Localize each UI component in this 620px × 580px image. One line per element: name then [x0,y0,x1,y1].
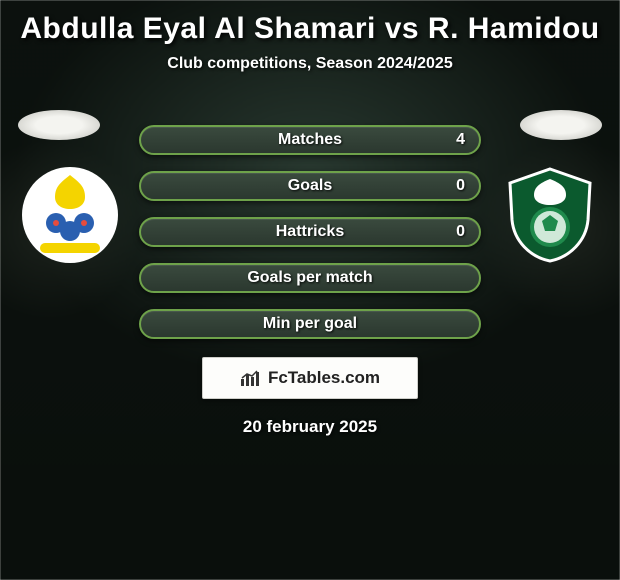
stat-label: Goals per match [247,269,372,287]
stat-label: Hattricks [276,223,344,241]
player-left-avatar [18,110,100,140]
stat-row-matches: Matches 4 [139,125,481,155]
crest-left-svg [20,165,120,265]
stat-label: Matches [278,131,342,149]
stat-row-min-per-goal: Min per goal [139,309,481,339]
club-crest-left [20,165,120,265]
crest-right-svg [500,165,600,265]
stat-right-value: 0 [456,223,465,241]
stat-label: Goals [288,177,332,195]
subtitle: Club competitions, Season 2024/2025 [0,55,620,73]
brand-text: FcTables.com [268,368,380,388]
brand-link[interactable]: FcTables.com [202,357,418,399]
stat-row-goals: Goals 0 [139,171,481,201]
stats-area: Matches 4 Goals 0 Hattricks 0 Goals per … [0,125,620,437]
comparison-card: Abdulla Eyal Al Shamari vs R. Hamidou Cl… [0,0,620,437]
footer-date: 20 february 2025 [0,417,620,437]
player-right-avatar [520,110,602,140]
stat-right-value: 0 [456,177,465,195]
page-title: Abdulla Eyal Al Shamari vs R. Hamidou [10,12,610,47]
club-crest-right [500,165,600,265]
stat-row-hattricks: Hattricks 0 [139,217,481,247]
stat-right-value: 4 [456,131,465,149]
stat-label: Min per goal [263,315,357,333]
stat-rows: Matches 4 Goals 0 Hattricks 0 Goals per … [139,125,481,339]
stat-row-goals-per-match: Goals per match [139,263,481,293]
chart-icon [240,369,262,387]
